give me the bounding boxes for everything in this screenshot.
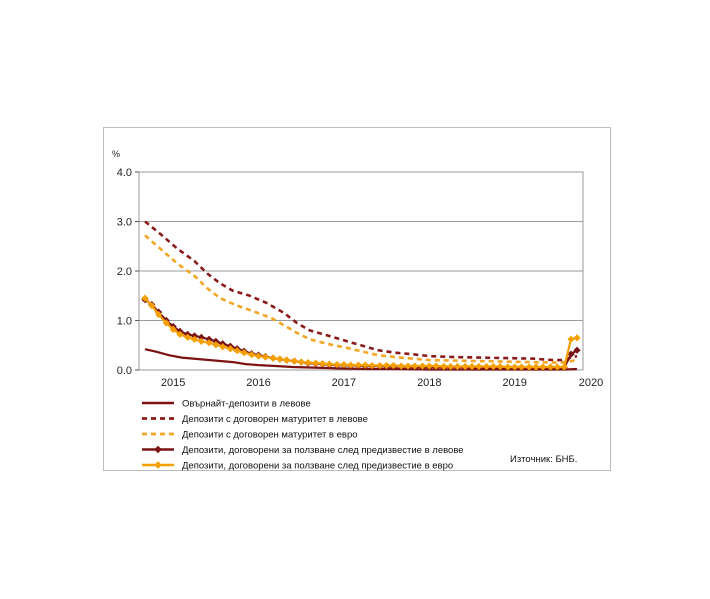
x-tick-label: 2017 (332, 377, 356, 389)
data-point (340, 360, 348, 369)
data-point (318, 359, 327, 368)
data-point (361, 361, 369, 369)
data-point (517, 363, 526, 371)
data-point (212, 341, 220, 349)
x-tick-label: 2016 (246, 377, 270, 389)
series-5 (141, 294, 581, 371)
y-tick-label: 1.0 (117, 316, 132, 328)
data-point (567, 335, 575, 343)
data-point (383, 361, 391, 370)
data-point (573, 346, 581, 354)
data-point (269, 354, 277, 362)
data-point (240, 349, 248, 357)
series-2 (144, 220, 578, 362)
x-tick-label: 2018 (417, 377, 441, 389)
data-point (347, 361, 355, 369)
series-3 (144, 234, 578, 364)
data-point (312, 359, 320, 367)
data-point (190, 335, 199, 343)
x-tick-label: 2019 (502, 377, 526, 389)
data-point (297, 358, 305, 366)
data-point (539, 363, 547, 371)
legend-label: Депозити, договорени за ползване след пр… (182, 445, 464, 456)
legend-marker (154, 461, 162, 469)
x-tick-label: 2020 (579, 377, 603, 389)
y-unit-label: % (112, 149, 120, 159)
legend-marker (154, 445, 162, 454)
data-point (553, 363, 561, 371)
data-point (489, 362, 497, 371)
legend-item: Депозити, договорени за ползване след пр… (142, 461, 453, 472)
x-tick-label: 2015 (161, 377, 185, 389)
legend-item: Депозити с договорен матуритет в левове (142, 414, 368, 425)
series-line (144, 234, 578, 364)
y-tick-label: 0.0 (117, 365, 132, 377)
series-line (144, 220, 578, 362)
grid-lines (139, 171, 583, 321)
data-point (354, 361, 363, 369)
legend-label: Овърнайт-депозити в левове (182, 399, 311, 410)
data-point (155, 310, 163, 319)
data-point (432, 362, 440, 370)
y-tick-label: 4.0 (117, 167, 132, 179)
legend: Овърнайт-депозити в левове Депозити с дог… (142, 399, 464, 472)
chart-frame: 0.0 1.0 2.0 3.0 4.0 2015 2016 2017 2018 2019 2020 … (103, 127, 611, 472)
data-point (560, 363, 568, 371)
legend-item: Овърнайт-депозити в левове (142, 399, 311, 410)
axes: 0.0 1.0 2.0 3.0 4.0 2015 2016 2017 2018 2019 2020 (117, 167, 604, 389)
data-point (447, 362, 455, 371)
data-point (504, 363, 512, 371)
source-note: Източник: БНБ. (510, 454, 577, 465)
legend-label: Депозити с договорен матуритет в левове (182, 414, 368, 425)
data-point (397, 362, 405, 370)
data-point (325, 360, 334, 368)
data-point (573, 334, 581, 342)
legend-item: Депозити с договорен матуритет в евро (142, 430, 358, 441)
data-point (368, 361, 376, 370)
legend-label: Депозити, договорени за ползване след пр… (182, 461, 453, 472)
legend-item: Депозити, договорени за ползване след пр… (142, 445, 464, 456)
data-point (233, 347, 241, 355)
data-point (219, 343, 227, 351)
series-group (141, 220, 581, 372)
y-tick-label: 2.0 (117, 266, 132, 278)
legend-label: Депозити с договорен матуритет в евро (182, 430, 358, 441)
y-tick-label: 3.0 (117, 217, 132, 229)
data-point (333, 360, 341, 369)
